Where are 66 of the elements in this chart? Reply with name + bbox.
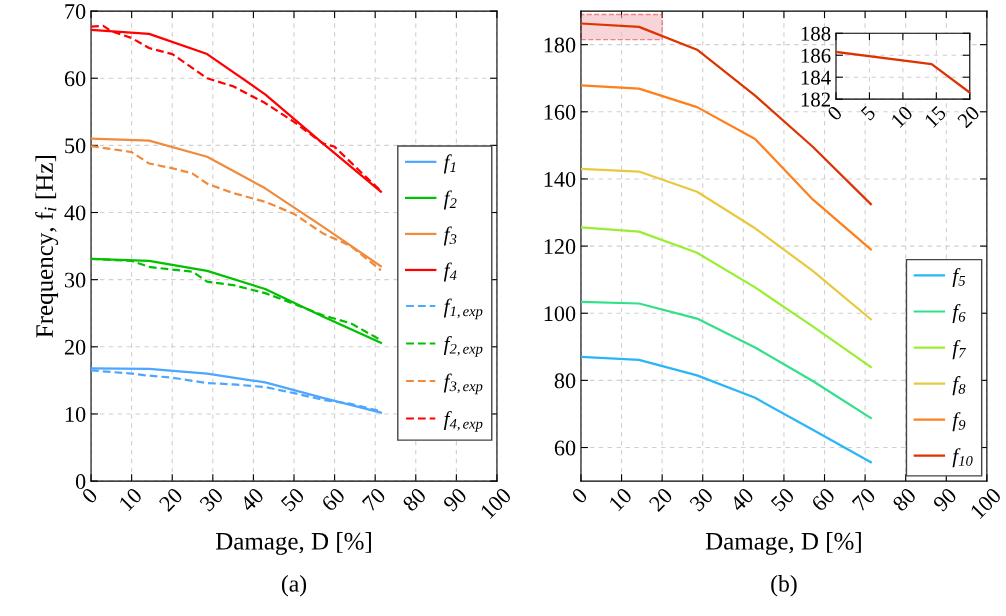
line-series [580,167,872,321]
y-tick-label: 0 [75,474,86,490]
legend-label: f$_{7}$ [952,340,967,360]
y-tick-label: 180 [544,37,576,53]
legend-label: f$_{1,exp}$ [443,298,483,320]
x-tick-label: 5 [860,105,877,121]
x-axis-title: Damage, D [%] [215,532,371,555]
legend-label: f$_{6}$ [952,304,966,324]
legend-label: f$_{5}$ [952,267,966,288]
legend-label: f$_{2,exp}$ [443,336,483,357]
x-tick-label: 60 [320,487,346,513]
legend-label: f$_{8}$ [952,376,966,396]
y-tick-label: 184 [801,70,831,85]
x-tick-label: 40 [729,487,755,513]
y-axis-title: Frequency, f$_{i}$ [Hz] [35,156,59,338]
x-tick-label: 70 [851,487,877,512]
x-tick-label: 50 [280,487,306,512]
y-tick-label: 120 [544,239,576,255]
y-tick-label: 10 [65,406,86,422]
x-tick-label: 10 [118,487,143,512]
y-tick-label: 70 [65,4,86,20]
y-tick-label: 160 [544,104,576,120]
x-tick-label: 100 [479,487,513,520]
y-tick-label: 60 [554,440,576,456]
x-tick-label: 50 [770,487,796,512]
legend-label: f$_{3,exp}$ [443,373,483,395]
x-tick-label: 90 [442,487,468,513]
text: (a) [281,575,307,597]
legend-label: f$_{10}$ [952,448,973,468]
x-tick-label: 20 [956,105,981,129]
y-tick-label: 100 [544,306,576,322]
legend-label: f$_{3}$ [443,226,457,246]
legend-label: f$_{1}$ [443,154,456,174]
line-series [580,300,872,420]
x-tick-label: 70 [361,487,387,512]
x-tick-label: 15 [924,105,947,128]
x-tick-label: 80 [401,487,427,513]
y-tick-label: 60 [64,71,86,87]
legend-label: f$_{2}$ [443,190,457,210]
y-tick-label: 182 [801,92,830,107]
legend-label: f$_{4}$ [443,262,457,282]
x-tick-label: 0 [570,487,589,505]
x-tick-label: 40 [239,487,265,513]
x-tick-label: 80 [891,487,917,513]
x-tick-label: 100 [969,487,1003,520]
y-tick-label: 20 [64,339,86,355]
text: (b) [771,575,797,597]
y-tick-label: 186 [801,48,831,63]
legend-label: f$_{4,exp}$ [443,411,483,432]
legend-label: f$_{9}$ [952,412,966,432]
x-tick-label: 10 [890,105,914,128]
x-tick-label: 20 [648,487,674,513]
x-tick-label: 30 [688,487,714,512]
x-tick-label: 20 [158,487,184,513]
line-series [580,355,872,464]
y-tick-label: 40 [64,205,86,221]
x-axis-title: Damage, D [%] [705,532,861,555]
y-tick-label: 188 [801,26,831,41]
x-tick-label: 30 [199,487,225,512]
x-tick-label: 90 [932,487,958,513]
line-series [580,226,872,369]
y-tick-label: 50 [65,138,86,154]
y-tick-label: 30 [65,272,86,288]
y-tick-label: 140 [544,171,576,187]
y-tick-label: 80 [554,373,576,389]
x-tick-label: 10 [608,487,633,512]
